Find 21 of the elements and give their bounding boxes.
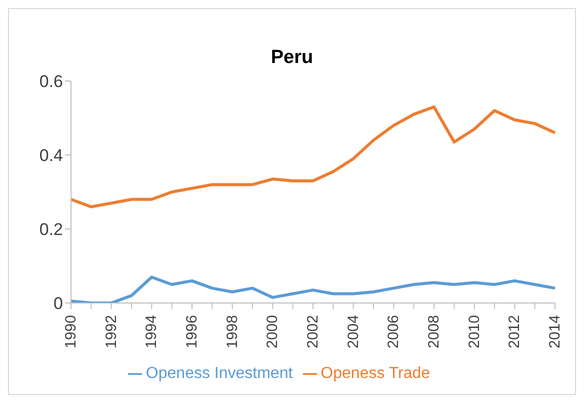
x-tick-label: 1992 — [102, 315, 120, 348]
x-tick-label: 1990 — [62, 315, 80, 348]
legend-label: Openess Trade — [320, 365, 430, 382]
x-tick-label: 2010 — [466, 315, 483, 348]
y-tick-label: 0.2 — [39, 220, 63, 240]
x-tick-label: 1998 — [224, 315, 241, 348]
x-tick-label: 2002 — [304, 315, 322, 348]
legend-label: Openess Investment — [146, 365, 293, 382]
x-tick-label: 2004 — [344, 315, 362, 348]
x-tick-label: 2012 — [506, 315, 524, 348]
chart-title: Peru — [270, 47, 314, 69]
x-tick-label: 2000 — [264, 315, 282, 348]
y-tick-label: 0.4 — [39, 146, 63, 166]
x-tick-label: 2006 — [385, 315, 402, 348]
x-tick-label: 2014 — [546, 315, 564, 348]
y-tick-label: 0 — [54, 294, 63, 314]
x-tick-label: 1996 — [184, 315, 200, 348]
x-tick-label: 1994 — [143, 315, 160, 348]
line-series — [70, 105, 556, 208]
x-tick-label: 2008 — [426, 315, 442, 348]
y-tick-label: 0.6 — [39, 72, 63, 92]
